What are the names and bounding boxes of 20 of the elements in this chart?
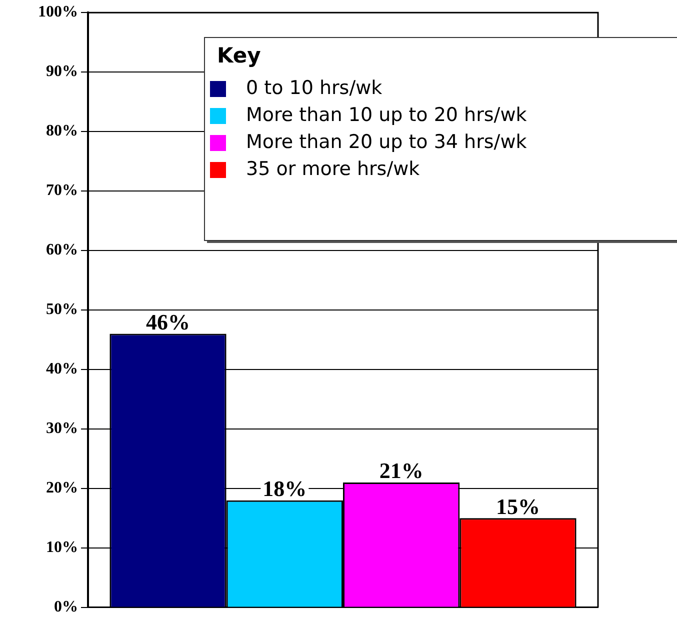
y-tick-label: 90% [46,63,78,80]
legend-label: More than 20 up to 34 hrs/wk [246,130,527,153]
y-tick-label: 50% [46,301,78,318]
data-label: 15% [496,494,540,519]
y-tick-label: 40% [46,360,78,378]
data-label: 21% [379,458,424,484]
y-tick-label: 10% [46,539,78,556]
legend-label: More than 10 up to 20 hrs/wk [246,104,527,126]
y-tick-label: 80% [46,122,78,140]
y-tick-label: 70% [46,182,78,200]
y-tick-label: 100% [38,4,78,21]
legend-label: 0 to 10 hrs/wk [246,76,382,99]
y-tick-label: 30% [46,420,78,438]
legend-label: 35 or more hrs/wk [246,158,420,180]
y-tick-label: 20% [46,480,78,497]
y-tick-label: 0% [54,598,78,616]
y-tick-label: 60% [46,242,78,259]
data-label: 46% [146,309,190,334]
data-label: 18% [262,476,307,502]
legend-title: Key [217,43,262,68]
